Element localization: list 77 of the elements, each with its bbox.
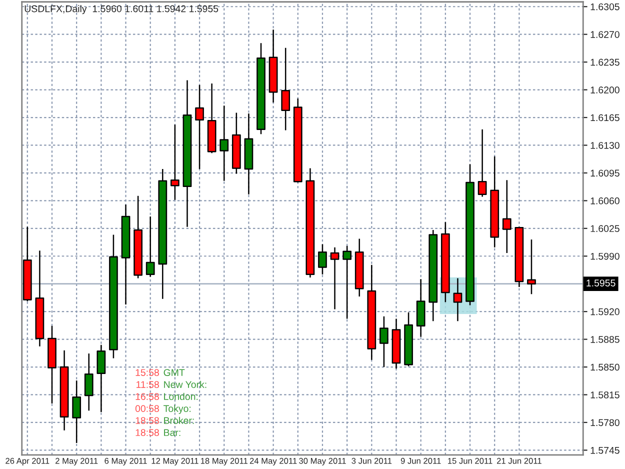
candlestick (22, 226, 32, 302)
candlestick (134, 195, 142, 279)
candlestick (72, 380, 82, 444)
candlestick (318, 244, 327, 275)
x-tick-label: 18 May 2011 (200, 458, 248, 466)
x-tick-label: 21 Jun 2011 (496, 458, 542, 464)
candlestick (35, 250, 44, 348)
candlestick (220, 105, 229, 182)
candlestick (244, 112, 254, 195)
candlestick (354, 238, 364, 298)
candlestick (170, 124, 180, 201)
y-tick-label: 1.6095 (590, 170, 620, 177)
candlestick (404, 312, 413, 367)
candlestick (440, 221, 450, 303)
candlestick (232, 112, 241, 174)
candlestick (195, 84, 204, 170)
candlestick (416, 278, 426, 338)
candlestick (502, 179, 512, 254)
y-tick-label: 1.6130 (590, 142, 620, 149)
x-tick-label: 6 May 2011 (104, 458, 147, 466)
candlestick (96, 344, 106, 413)
y-tick-label: 1.5780 (590, 419, 620, 426)
y-tick-label: 1.5920 (590, 308, 620, 316)
candlestick (256, 42, 266, 135)
candlestick (48, 325, 56, 404)
candlestick (293, 98, 302, 184)
candlestick (84, 352, 94, 412)
y-tick-label: 1.6060 (590, 197, 620, 204)
candlestick (182, 80, 192, 228)
x-tick-label: 26 Apr 2011 (6, 458, 50, 466)
ref-line-label: 1.5955 (586, 280, 616, 286)
candlestick (527, 238, 536, 295)
candlestick (268, 28, 278, 104)
y-tick-label: 1.6200 (590, 86, 620, 94)
x-tick-label: 2 May 2011 (56, 458, 98, 466)
annotation: 15:58 GMT (136, 369, 185, 376)
candlestick (60, 350, 69, 431)
candlestick (306, 168, 315, 278)
y-tick-label: 1.6270 (590, 31, 620, 38)
x-tick-label: 30 May 2011 (299, 458, 346, 466)
candlestick (466, 164, 474, 306)
candlestick (367, 264, 376, 361)
candlestick (392, 318, 401, 370)
candlestick (109, 234, 118, 359)
candlestick (514, 226, 524, 288)
candlestick (490, 156, 500, 248)
candlestick (146, 216, 155, 278)
y-tick-label: 1.5990 (590, 252, 620, 260)
candlestick (453, 278, 462, 322)
y-tick-label: 1.5850 (590, 364, 620, 371)
y-tick-label: 1.5745 (590, 447, 620, 454)
candlestick (330, 246, 340, 310)
candlestick (478, 128, 487, 198)
annotation: 18:58 Broker: (136, 416, 194, 424)
candlestick (158, 168, 168, 300)
candlestick (207, 82, 216, 154)
x-tick-label: 12 May 2011 (152, 458, 198, 466)
chart-title: USDLFX,Daily 1.5960 1.6011 1.5942 1.5955 (24, 5, 218, 14)
x-tick-label: 9 Jun 2011 (400, 458, 441, 464)
candlestick (281, 47, 290, 131)
candlestick (342, 245, 352, 320)
annotation: 00:58 Tokyo: (135, 404, 191, 414)
x-tick-label: 24 May 2011 (250, 458, 297, 466)
y-tick-label: 1.6235 (590, 58, 620, 66)
x-tick-label: 15 Jun 2011 (448, 458, 492, 464)
y-tick-label: 1.6305 (590, 3, 620, 10)
annotation: 11:58 New York: (136, 380, 206, 388)
y-tick-label: 1.6025 (590, 225, 620, 232)
y-tick-label: 1.5815 (590, 391, 620, 398)
y-tick-label: 1.6165 (590, 114, 620, 122)
candlestick (428, 229, 438, 322)
candlestick (121, 204, 130, 306)
annotation: 16:58 London: (136, 392, 198, 400)
y-tick-label: 1.5885 (590, 336, 620, 343)
candlestick (380, 316, 388, 368)
annotation: 18:58 Bar: (136, 429, 180, 436)
x-tick-label: 3 Jun 2011 (352, 458, 392, 464)
